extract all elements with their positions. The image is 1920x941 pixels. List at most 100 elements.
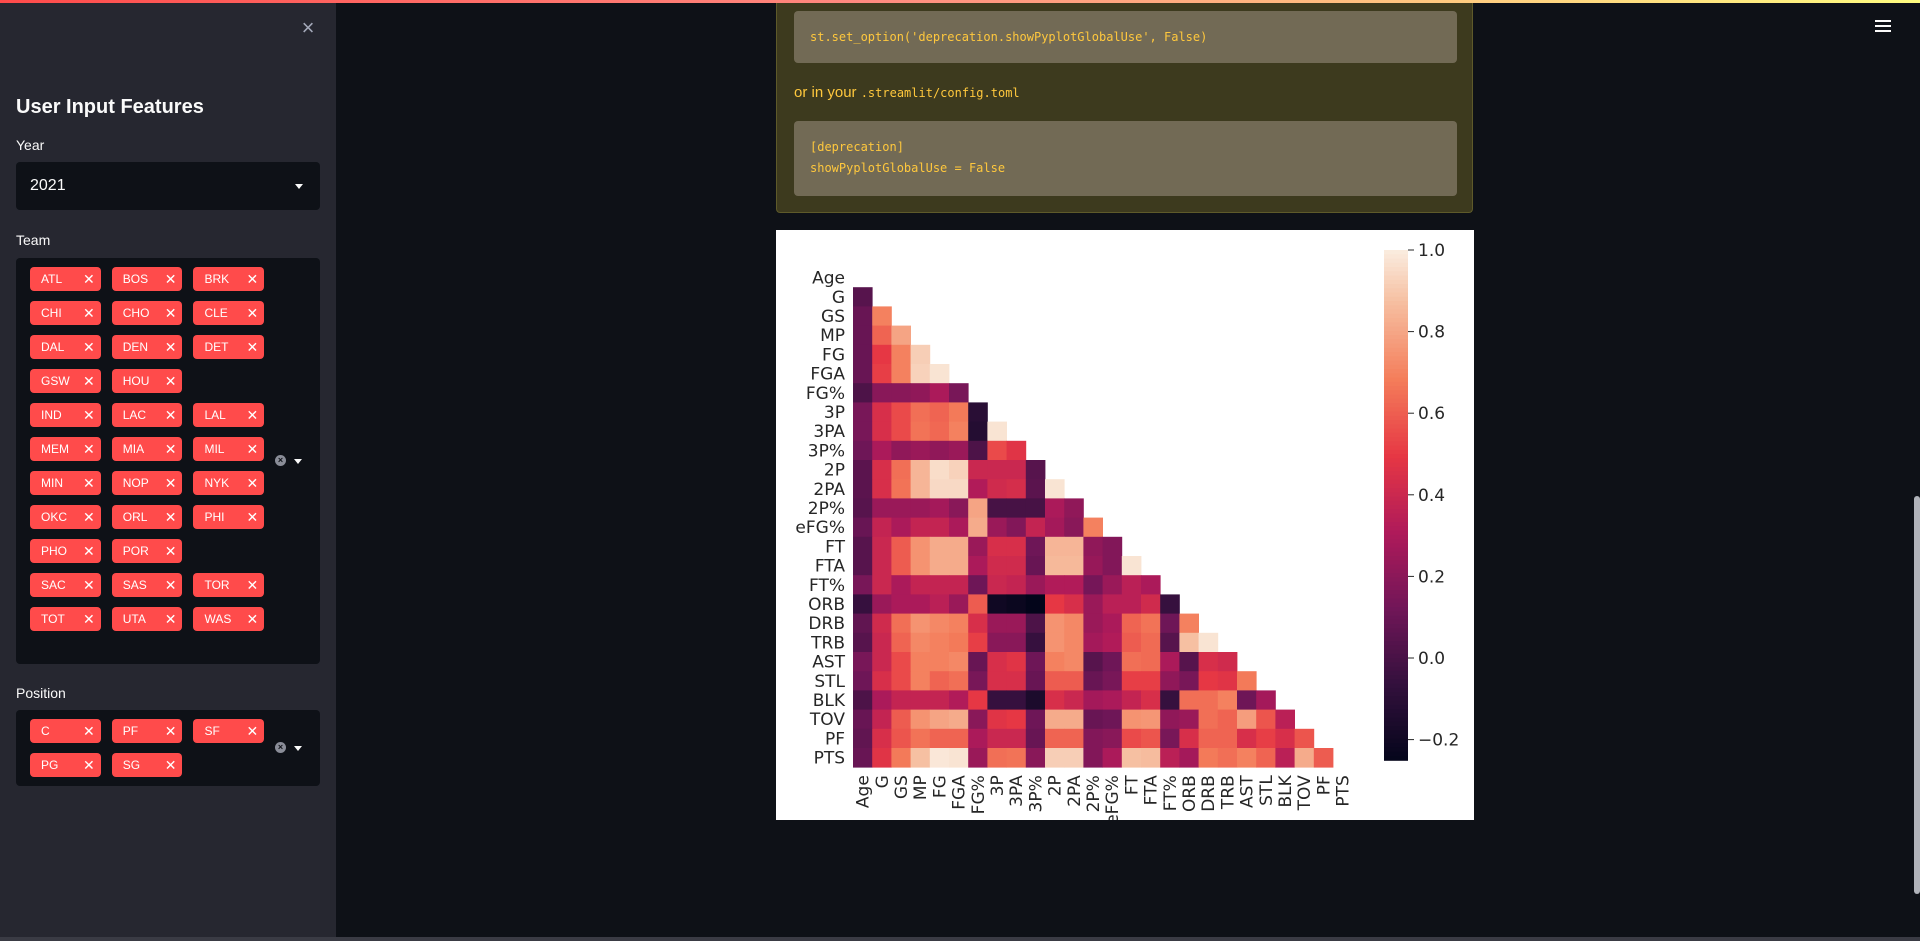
tag-mil[interactable]: MIL ✕	[193, 437, 265, 461]
tag-mem[interactable]: MEM ✕	[30, 437, 101, 461]
chevron-down-icon[interactable]	[295, 184, 303, 189]
colorbar-segment	[1384, 352, 1408, 358]
remove-tag-icon[interactable]: ✕	[83, 406, 95, 423]
remove-tag-icon[interactable]: ✕	[246, 440, 259, 457]
remove-tag-icon[interactable]: ✕	[246, 610, 259, 627]
tag-sas[interactable]: SAS ✕	[111, 573, 183, 597]
heatmap-cell	[1064, 575, 1084, 595]
remove-tag-icon[interactable]: ✕	[164, 722, 177, 739]
tag-ind[interactable]: IND ✕	[30, 403, 101, 427]
tag-pg[interactable]: PG ✕	[30, 753, 101, 777]
tag-label: BRK	[204, 272, 230, 286]
tag-min[interactable]: MIN ✕	[30, 471, 101, 495]
tag-lac[interactable]: LAC ✕	[111, 403, 183, 427]
tag-sac[interactable]: SAC ✕	[30, 573, 101, 597]
tag-pho[interactable]: PHO ✕	[30, 539, 101, 563]
heatmap-cell	[1179, 728, 1199, 749]
remove-tag-icon[interactable]: ✕	[83, 542, 95, 559]
tag-sf[interactable]: SF ✕	[193, 719, 265, 743]
tag-pf[interactable]: PF ✕	[111, 719, 183, 743]
remove-tag-icon[interactable]: ✕	[164, 474, 177, 491]
tag-orl[interactable]: ORL ✕	[111, 505, 183, 529]
tag-okc[interactable]: OKC ✕	[30, 505, 101, 529]
tag-c[interactable]: C ✕	[30, 719, 101, 743]
tag-uta[interactable]: UTA ✕	[111, 607, 183, 631]
tag-nop[interactable]: NOP ✕	[111, 471, 183, 495]
heatmap-cell	[929, 652, 950, 672]
heatmap-cell	[929, 421, 950, 442]
remove-tag-icon[interactable]: ✕	[246, 270, 259, 287]
tag-den[interactable]: DEN ✕	[111, 335, 183, 359]
colorbar-segment	[1384, 632, 1408, 638]
tag-nyk[interactable]: NYK ✕	[193, 471, 265, 495]
remove-tag-icon[interactable]: ✕	[246, 508, 259, 525]
tag-lal[interactable]: LAL ✕	[193, 403, 265, 427]
clear-all-icon[interactable]: ×	[275, 742, 286, 753]
heatmap-cell	[853, 421, 873, 442]
tag-por[interactable]: POR ✕	[111, 539, 183, 563]
remove-tag-icon[interactable]: ✕	[83, 610, 95, 627]
remove-tag-icon[interactable]: ✕	[246, 338, 259, 355]
remove-tag-icon[interactable]: ✕	[83, 372, 95, 389]
year-select[interactable]: 2021	[16, 162, 320, 210]
tag-hou[interactable]: HOU ✕	[111, 369, 183, 393]
heatmap-cell	[1217, 748, 1238, 768]
remove-tag-icon[interactable]: ✕	[164, 338, 177, 355]
hamburger-menu-icon[interactable]	[1875, 20, 1891, 34]
remove-tag-icon[interactable]: ✕	[83, 440, 95, 457]
remove-tag-icon[interactable]: ✕	[164, 372, 177, 389]
chevron-down-icon[interactable]	[294, 459, 302, 464]
remove-tag-icon[interactable]: ✕	[164, 508, 177, 525]
colorbar-tick-label: 0.6	[1418, 404, 1445, 424]
remove-tag-icon[interactable]: ✕	[83, 722, 95, 739]
heatmap-cell	[1102, 690, 1123, 710]
tag-phi[interactable]: PHI ✕	[193, 505, 265, 529]
remove-tag-icon[interactable]: ✕	[83, 474, 95, 491]
remove-tag-icon[interactable]: ✕	[246, 474, 259, 491]
tag-gsw[interactable]: GSW ✕	[30, 369, 101, 393]
heatmap-cell	[910, 517, 931, 538]
remove-tag-icon[interactable]: ✕	[246, 576, 259, 593]
team-multiselect[interactable]: ATL ✕ BOS ✕ BRK ✕ CHI ✕ CHO ✕ CLE ✕ DAL ✕ DEN ✕ DET ✕ GSW ✕…	[16, 258, 320, 664]
remove-tag-icon[interactable]: ✕	[164, 406, 177, 423]
sidebar-close-icon[interactable]: ×	[301, 15, 315, 40]
remove-tag-icon[interactable]: ✕	[164, 440, 177, 457]
remove-tag-icon[interactable]: ✕	[164, 270, 177, 287]
tag-atl[interactable]: ATL ✕	[30, 267, 101, 291]
tag-mia[interactable]: MIA ✕	[111, 437, 183, 461]
remove-tag-icon[interactable]: ✕	[246, 304, 259, 321]
remove-tag-icon[interactable]: ✕	[246, 722, 259, 739]
remove-tag-icon[interactable]: ✕	[164, 304, 177, 321]
remove-tag-icon[interactable]: ✕	[83, 756, 95, 773]
tag-dal[interactable]: DAL ✕	[30, 335, 101, 359]
tag-tot[interactable]: TOT ✕	[30, 607, 101, 631]
remove-tag-icon[interactable]: ✕	[83, 576, 95, 593]
colorbar-segment	[1384, 496, 1408, 502]
y-tick-label: STL	[814, 672, 845, 692]
tag-was[interactable]: WAS ✕	[193, 607, 265, 631]
remove-tag-icon[interactable]: ✕	[246, 406, 259, 423]
heatmap-cell	[1025, 632, 1046, 653]
remove-tag-icon[interactable]: ✕	[83, 270, 95, 287]
clear-all-icon[interactable]: ×	[275, 455, 286, 466]
scrollbar-thumb[interactable]	[1914, 496, 1920, 894]
tag-cle[interactable]: CLE ✕	[193, 301, 265, 325]
position-multiselect[interactable]: C ✕ PF ✕ SF ✕ PG ✕ SG ✕ ×	[16, 710, 320, 786]
remove-tag-icon[interactable]: ✕	[164, 610, 177, 627]
chevron-down-icon[interactable]	[294, 746, 302, 751]
remove-tag-icon[interactable]: ✕	[164, 576, 177, 593]
tag-bos[interactable]: BOS ✕	[111, 267, 183, 291]
remove-tag-icon[interactable]: ✕	[164, 756, 177, 773]
tag-det[interactable]: DET ✕	[193, 335, 265, 359]
remove-tag-icon[interactable]: ✕	[164, 542, 177, 559]
tag-label: PG	[41, 758, 59, 772]
remove-tag-icon[interactable]: ✕	[83, 304, 95, 321]
tag-brk[interactable]: BRK ✕	[193, 267, 265, 291]
remove-tag-icon[interactable]: ✕	[83, 338, 95, 355]
tag-chi[interactable]: CHI ✕	[30, 301, 101, 325]
heatmap-cell	[1294, 748, 1315, 768]
tag-sg[interactable]: SG ✕	[111, 753, 183, 777]
tag-cho[interactable]: CHO ✕	[111, 301, 183, 325]
remove-tag-icon[interactable]: ✕	[83, 508, 95, 525]
tag-tor[interactable]: TOR ✕	[193, 573, 265, 597]
